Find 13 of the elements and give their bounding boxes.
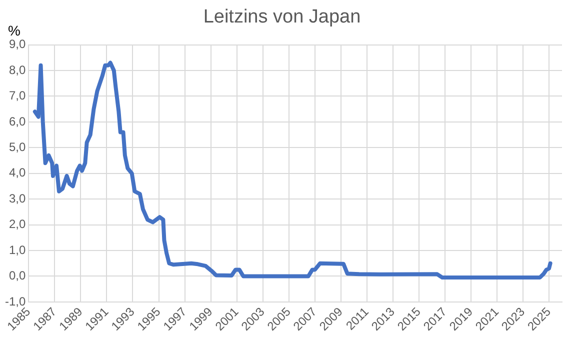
chart-title: Leitzins von Japan bbox=[203, 6, 361, 28]
y-tick-label: 6,0 bbox=[8, 114, 26, 128]
y-axis-title: % bbox=[8, 22, 20, 39]
y-tick-label: 7,0 bbox=[8, 88, 26, 103]
y-tick-label: 5,0 bbox=[8, 140, 26, 154]
y-tick-label: 4,0 bbox=[8, 166, 26, 180]
y-tick-label: -1,0 bbox=[4, 294, 26, 308]
y-tick-label: 9,0 bbox=[8, 37, 26, 52]
y-tick-label: 1,0 bbox=[8, 242, 26, 257]
y-tick-label: 0,0 bbox=[8, 268, 26, 283]
y-tick-label: 2,0 bbox=[8, 217, 26, 232]
y-tick-label: 8,0 bbox=[8, 62, 26, 77]
y-tick-label: 3,0 bbox=[8, 191, 26, 206]
